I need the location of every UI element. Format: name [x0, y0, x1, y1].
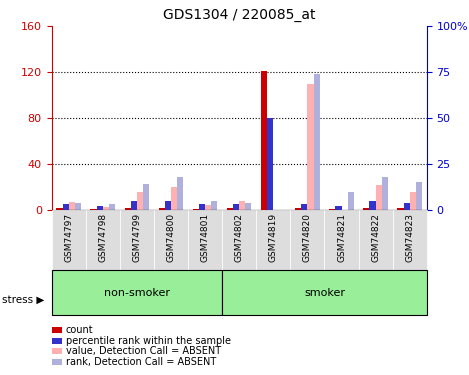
Text: non-smoker: non-smoker	[104, 288, 170, 297]
Bar	[382, 177, 388, 210]
Bar	[103, 207, 109, 210]
Bar	[376, 185, 382, 210]
Text: GSM74799: GSM74799	[132, 213, 141, 262]
Bar	[416, 183, 422, 210]
Bar	[307, 84, 314, 210]
Bar	[295, 208, 301, 210]
Bar	[227, 208, 233, 210]
Bar	[205, 206, 211, 210]
Text: GSM74801: GSM74801	[201, 213, 210, 262]
Text: GSM74800: GSM74800	[166, 213, 175, 262]
Text: GSM74798: GSM74798	[98, 213, 107, 262]
Bar	[239, 201, 245, 210]
Bar	[109, 204, 115, 210]
Text: stress ▶: stress ▶	[2, 295, 45, 305]
Bar	[68, 202, 75, 210]
Text: GSM74822: GSM74822	[371, 213, 380, 262]
Text: rank, Detection Call = ABSENT: rank, Detection Call = ABSENT	[66, 357, 216, 366]
Bar	[348, 192, 354, 210]
Bar	[329, 209, 335, 210]
Text: GSM74823: GSM74823	[405, 213, 414, 262]
Bar	[137, 192, 143, 210]
Bar	[245, 202, 251, 210]
Bar	[410, 192, 416, 210]
Bar	[62, 204, 68, 210]
Bar	[75, 202, 81, 210]
Bar	[154, 210, 188, 270]
Bar	[290, 210, 325, 270]
Bar	[91, 209, 97, 210]
Bar	[171, 187, 177, 210]
Bar	[397, 208, 404, 210]
Bar	[97, 206, 103, 210]
Text: GSM74820: GSM74820	[303, 213, 312, 262]
Bar	[256, 210, 290, 270]
Bar	[131, 201, 137, 210]
Text: count: count	[66, 325, 93, 335]
Text: GSM74802: GSM74802	[234, 213, 244, 262]
Bar	[261, 71, 267, 210]
Bar	[211, 201, 217, 210]
Bar	[188, 210, 222, 270]
Text: value, Detection Call = ABSENT: value, Detection Call = ABSENT	[66, 346, 221, 356]
Bar	[370, 201, 376, 210]
Bar	[120, 210, 154, 270]
Bar	[143, 184, 149, 210]
Text: GSM74819: GSM74819	[269, 213, 278, 262]
Bar	[393, 210, 427, 270]
Bar	[86, 210, 120, 270]
Bar	[335, 206, 341, 210]
Bar	[193, 209, 199, 210]
Bar	[222, 270, 427, 315]
Bar	[363, 208, 370, 210]
Text: percentile rank within the sample: percentile rank within the sample	[66, 336, 231, 345]
Bar	[56, 208, 62, 210]
Bar	[325, 210, 359, 270]
Bar	[159, 208, 165, 210]
Bar	[267, 118, 273, 210]
Bar	[359, 210, 393, 270]
Bar	[301, 204, 307, 210]
Text: GSM74821: GSM74821	[337, 213, 346, 262]
Bar	[125, 208, 131, 210]
Bar	[199, 204, 205, 210]
Bar	[222, 210, 256, 270]
Text: smoker: smoker	[304, 288, 345, 297]
Bar	[52, 210, 86, 270]
Title: GDS1304 / 220085_at: GDS1304 / 220085_at	[163, 9, 316, 22]
Bar	[314, 74, 320, 210]
Bar	[404, 202, 410, 210]
Bar	[233, 204, 239, 210]
Bar	[177, 177, 183, 210]
Bar	[52, 270, 222, 315]
Text: GSM74797: GSM74797	[64, 213, 73, 262]
Bar	[165, 201, 171, 210]
